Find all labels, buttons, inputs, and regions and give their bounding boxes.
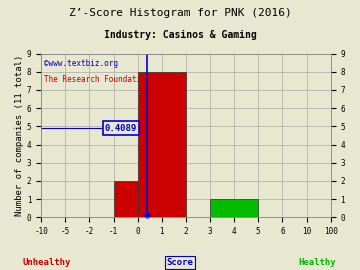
Text: Healthy: Healthy [298,258,336,267]
Bar [113,181,138,217]
Text: The Research Foundation of SUNY: The Research Foundation of SUNY [44,75,188,84]
Bar [210,199,258,217]
Text: 0.4089: 0.4089 [105,124,137,133]
Text: Unhealthy: Unhealthy [23,258,71,267]
Text: Z’-Score Histogram for PNK (2016): Z’-Score Histogram for PNK (2016) [69,8,291,18]
Text: Industry: Casinos & Gaming: Industry: Casinos & Gaming [104,30,256,40]
Y-axis label: Number of companies (11 total): Number of companies (11 total) [15,55,24,216]
Text: Score: Score [167,258,193,267]
Bar [138,72,186,217]
Text: ©www.textbiz.org: ©www.textbiz.org [44,59,118,68]
